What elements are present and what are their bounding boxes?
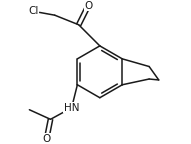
- Text: O: O: [43, 133, 51, 144]
- Text: O: O: [84, 1, 92, 11]
- Text: HN: HN: [64, 103, 79, 113]
- Text: Cl: Cl: [28, 6, 39, 16]
